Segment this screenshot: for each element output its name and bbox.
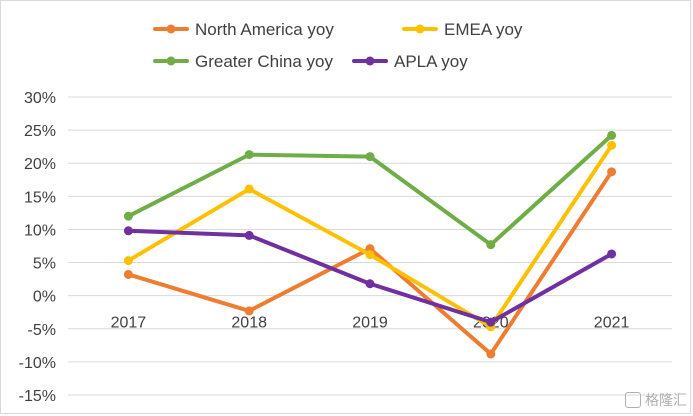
legend-item: Greater China yoy <box>153 52 333 71</box>
data-point <box>607 140 617 150</box>
x-tick-label: 2021 <box>594 315 630 332</box>
legend-swatch-marker <box>166 56 176 66</box>
legend-swatch-marker <box>415 24 425 34</box>
legend-swatch-marker <box>166 24 176 34</box>
y-tick-label: 30% <box>24 90 56 107</box>
x-tick-label: 2018 <box>231 315 267 332</box>
y-tick-label: 10% <box>24 222 56 239</box>
legend: North America yoy EMEA yoy Greater China y… <box>153 20 523 71</box>
y-tick-label: 20% <box>24 156 56 173</box>
data-point <box>244 150 254 160</box>
y-tick-label: -10% <box>19 355 56 372</box>
data-point <box>244 230 254 240</box>
y-tick-label: 0% <box>33 289 56 306</box>
y-tick-label: 25% <box>24 123 56 140</box>
series-lines <box>123 130 617 359</box>
data-point <box>365 279 375 289</box>
y-tick-label: 15% <box>24 189 56 206</box>
data-point <box>607 249 617 259</box>
data-point <box>486 349 496 359</box>
legend-item: APLA yoy <box>352 52 468 71</box>
data-point <box>244 306 254 316</box>
data-point <box>486 317 496 327</box>
data-point <box>365 152 375 162</box>
data-point <box>607 130 617 140</box>
data-point <box>607 167 617 177</box>
y-tick-label: 5% <box>33 256 56 273</box>
series-2 <box>123 130 617 250</box>
watermark: 格隆汇 <box>625 390 687 410</box>
x-tick-label: 2019 <box>352 315 388 332</box>
watermark-logo-icon <box>625 392 641 408</box>
data-point <box>244 184 254 194</box>
series-1 <box>123 140 617 332</box>
watermark-text: 格隆汇 <box>645 392 687 408</box>
legend-label: APLA yoy <box>394 52 468 71</box>
data-point <box>123 211 133 221</box>
data-point <box>123 226 133 236</box>
y-tick-label: -5% <box>28 322 56 339</box>
data-point <box>123 269 133 279</box>
legend-swatch-marker <box>365 56 375 66</box>
legend-item: North America yoy <box>153 20 334 39</box>
legend-label: EMEA yoy <box>444 20 523 39</box>
y-axis-tick-labels: 30% 25% 20% 15% 10% 5% 0% -5% -10% -15% <box>19 90 56 405</box>
x-tick-label: 2017 <box>111 315 147 332</box>
data-point <box>486 240 496 250</box>
legend-label: Greater China yoy <box>195 52 333 71</box>
legend-item: EMEA yoy <box>402 20 523 39</box>
series-3 <box>123 226 617 327</box>
legend-label: North America yoy <box>195 20 334 39</box>
data-point <box>365 250 375 260</box>
data-point <box>123 256 133 266</box>
y-tick-label: -15% <box>19 388 56 405</box>
series-0 <box>123 167 617 359</box>
series-line <box>126 143 614 329</box>
series-line <box>126 133 614 247</box>
